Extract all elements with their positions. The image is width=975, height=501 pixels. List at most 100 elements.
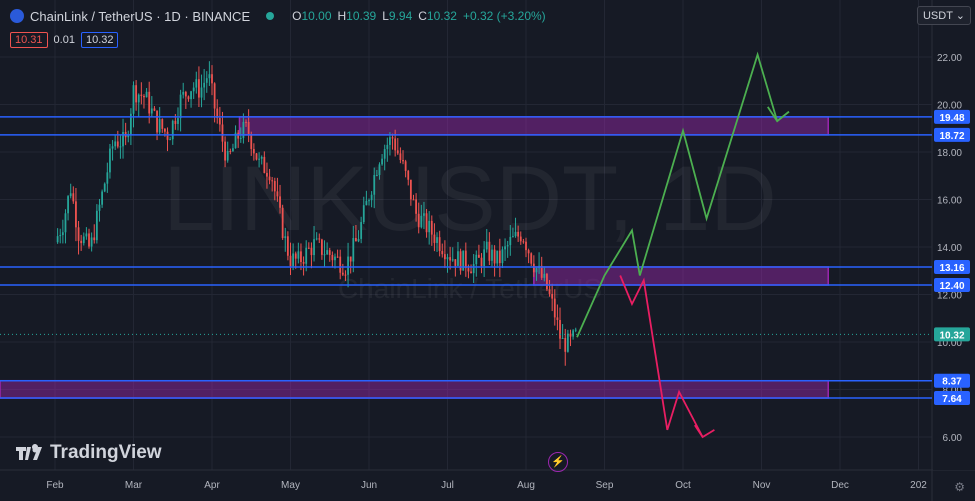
candle-up (132, 85, 135, 114)
candle-up (292, 253, 295, 267)
candle-up (169, 139, 172, 141)
legend: ChainLink / TetherUS · 1D · BINANCE O10.… (10, 6, 546, 26)
candle-down (391, 137, 394, 139)
candle-down (394, 138, 397, 151)
candle-down (268, 176, 271, 181)
candle-up (383, 149, 386, 159)
candle-down (464, 250, 467, 269)
candle-up (315, 238, 318, 240)
price-tick-label: 14.00 (937, 243, 962, 254)
price-tick-label: 20.00 (937, 101, 962, 112)
candle-up (352, 238, 355, 262)
candle-down (187, 96, 190, 100)
candle-up (182, 91, 185, 95)
candle-down (339, 256, 342, 273)
candle-down (250, 133, 253, 149)
candle-down (493, 249, 496, 264)
candle-down (559, 319, 561, 339)
candle-up (103, 183, 106, 192)
candle-down (417, 213, 420, 228)
bullish-projection-path[interactable] (576, 51, 779, 338)
candle-down (318, 238, 321, 240)
candle-down (307, 247, 310, 249)
gear-icon[interactable]: ⚙ (954, 480, 965, 494)
symbol-title[interactable]: ChainLink / TetherUS · 1D · BINANCE (30, 8, 251, 24)
candle-down (425, 213, 428, 233)
candle-up (365, 200, 368, 206)
projection-paths (576, 51, 790, 439)
candle-up (64, 213, 67, 233)
price-tick-label: 22.00 (937, 53, 962, 64)
candle-up (137, 94, 140, 103)
level-price-label: 8.37 (942, 377, 962, 388)
candle-down (93, 237, 96, 241)
candle-down (166, 131, 169, 140)
level-price-label-bg (934, 373, 970, 388)
candle-up (561, 337, 564, 339)
low-label: L (382, 9, 389, 23)
candle-up (483, 249, 486, 266)
candle-down (221, 124, 224, 142)
candle-up (82, 236, 85, 244)
candle-down (480, 257, 483, 266)
lightning-icon[interactable]: ⚡ (548, 452, 568, 472)
candle-down (498, 250, 501, 264)
candle-up (177, 118, 179, 124)
candle-up (357, 238, 360, 242)
candle-down (336, 256, 339, 258)
candle-down (75, 201, 77, 228)
candle-up (95, 210, 98, 241)
candle-down (415, 199, 417, 214)
candle-up (472, 264, 475, 274)
candle-down (229, 151, 232, 153)
candle-up (506, 245, 509, 247)
time-tick-label: Jul (441, 480, 454, 491)
supply-demand-zone (238, 116, 829, 136)
candle-down (548, 289, 551, 294)
candle-down (273, 181, 276, 192)
sell-button[interactable]: 10.31 (10, 32, 48, 48)
candles (56, 61, 577, 366)
candle-down (276, 191, 279, 197)
candle-up (200, 87, 203, 98)
price-tick-label: 8.00 (943, 386, 963, 397)
supply-demand-zone (0, 379, 829, 399)
candle-down (412, 199, 415, 201)
trade-boxes: 10.31 0.01 10.32 (10, 32, 119, 48)
candle-up (323, 254, 326, 256)
currency-button[interactable]: USDT ⌄ (916, 6, 971, 25)
time-tick-label: Sep (596, 480, 614, 491)
candle-up (509, 236, 512, 246)
candle-up (179, 94, 182, 119)
candle-up (119, 146, 122, 148)
bearish-projection-path[interactable] (619, 275, 704, 438)
buy-button[interactable]: 10.32 (80, 32, 119, 48)
level-price-label: 7.64 (942, 394, 962, 405)
candle-up (127, 135, 130, 138)
time-tick-label: Mar (125, 480, 143, 491)
candle-up (347, 256, 349, 275)
price-axis: 22.00 20.00 18.00 16.00 14.00 12.00 10.00 8.00 6… (933, 0, 975, 470)
candle-down (247, 121, 250, 134)
candle-up (284, 236, 287, 239)
candle-up (226, 151, 229, 161)
candle-up (368, 200, 370, 202)
candle-down (164, 128, 166, 132)
candle-up (535, 268, 538, 273)
candle-up (305, 247, 308, 264)
high-label: H (337, 9, 347, 23)
current-price-label: 10.32 (939, 330, 964, 341)
candle-up (446, 257, 449, 260)
price-tick-label: 16.00 (937, 196, 962, 207)
candle-down (174, 120, 177, 124)
candle-up (242, 121, 245, 138)
level-price-label-bg (934, 259, 970, 274)
candle-down (116, 141, 119, 147)
candle-up (205, 78, 208, 83)
candle-up (67, 196, 69, 214)
current-price-label-bg (934, 327, 970, 342)
candle-down (470, 271, 472, 274)
candle-up (208, 74, 211, 79)
